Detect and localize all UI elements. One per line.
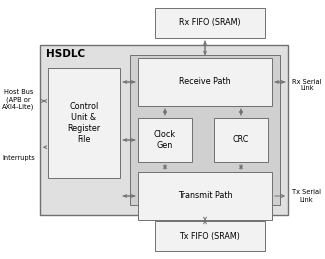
Bar — [155, 221, 265, 251]
Text: Rx Serial
Link: Rx Serial Link — [292, 78, 321, 91]
Text: Tx FIFO (SRAM): Tx FIFO (SRAM) — [179, 232, 240, 241]
Text: Receive Path: Receive Path — [179, 77, 231, 87]
Bar — [48, 68, 120, 178]
Bar — [214, 118, 268, 162]
Bar — [155, 8, 265, 38]
Text: Host Bus
(APB or
AXI4-Lite): Host Bus (APB or AXI4-Lite) — [2, 90, 34, 111]
Bar — [40, 45, 288, 215]
Bar — [138, 118, 192, 162]
Text: HSDLC: HSDLC — [46, 49, 85, 59]
Text: Rx FIFO (SRAM): Rx FIFO (SRAM) — [179, 18, 241, 27]
Text: Control
Unit &
Register
File: Control Unit & Register File — [68, 102, 100, 144]
Bar — [138, 58, 272, 106]
Bar — [138, 172, 272, 220]
Text: CRC: CRC — [233, 135, 249, 145]
Text: Clock
Gen: Clock Gen — [154, 130, 176, 150]
Text: Transmit Path: Transmit Path — [178, 191, 232, 200]
Text: Tx Serial
Link: Tx Serial Link — [292, 190, 321, 203]
Bar — [130, 55, 280, 205]
Text: Interrupts: Interrupts — [2, 155, 35, 161]
